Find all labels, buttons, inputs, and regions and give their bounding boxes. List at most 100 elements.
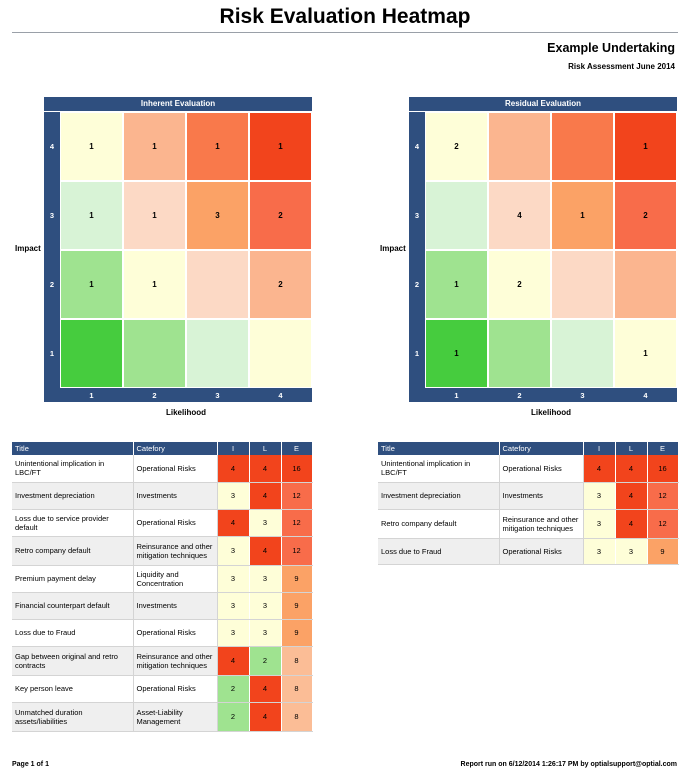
table-row[interactable]: Investment depreciation Investments 3 4 12 bbox=[378, 482, 679, 510]
heatmap-cell-impact-1-likelihood-2[interactable] bbox=[489, 320, 550, 387]
table-row[interactable]: Loss due to service provider default Oper… bbox=[12, 509, 313, 537]
report-title: Risk Evaluation Heatmap bbox=[219, 5, 471, 28]
heatmap-cell-impact-3-likelihood-2[interactable]: 4 bbox=[489, 182, 550, 249]
heatmap-cell-impact-1-likelihood-3[interactable] bbox=[552, 320, 613, 387]
risk-category: Investments bbox=[133, 592, 218, 620]
heatmap-cell-impact-3-likelihood-1[interactable]: 1 bbox=[61, 182, 122, 249]
heatmap-cell-impact-3-likelihood-4[interactable]: 2 bbox=[615, 182, 676, 249]
impact-axis-bar bbox=[409, 112, 425, 402]
heatmap-cell-impact-1-likelihood-3[interactable] bbox=[187, 320, 248, 387]
heatmap-cell-impact-2-likelihood-2[interactable]: 1 bbox=[124, 251, 185, 318]
likelihood-score: 4 bbox=[615, 482, 648, 510]
evaluation-score: 12 bbox=[281, 536, 313, 566]
heatmap-cell-impact-4-likelihood-2[interactable] bbox=[489, 113, 550, 180]
heatmap-title: Inherent Evaluation bbox=[44, 97, 312, 111]
heatmap-cell-impact-4-likelihood-4[interactable]: 1 bbox=[615, 113, 676, 180]
likelihood-tick-label: 1 bbox=[89, 391, 94, 400]
table-row[interactable]: Loss due to Fraud Operational Risks 3 3 9 bbox=[12, 619, 313, 647]
heatmap-cell-impact-1-likelihood-4[interactable]: 1 bbox=[615, 320, 676, 387]
table-row[interactable]: Loss due to Fraud Operational Risks 3 3 9 bbox=[378, 538, 679, 565]
risk-title: Key person leave bbox=[12, 675, 134, 703]
risk-title: Gap between original and retro contracts bbox=[12, 646, 134, 676]
impact-axis-title: Impact bbox=[380, 244, 406, 253]
heatmap-cell-impact-4-likelihood-1[interactable]: 2 bbox=[426, 113, 487, 180]
table-row[interactable]: Key person leave Operational Risks 2 4 8 bbox=[12, 675, 313, 703]
likelihood-score: 4 bbox=[249, 702, 282, 732]
risk-title: Loss due to Fraud bbox=[378, 538, 500, 565]
impact-score: 3 bbox=[217, 565, 250, 593]
table-row[interactable]: Financial counterpart default Investments… bbox=[12, 592, 313, 620]
table-row[interactable]: Unmatched duration assets/liabilities Ass… bbox=[12, 702, 313, 732]
impact-tick-label: 4 bbox=[414, 141, 420, 151]
heatmap-cell-impact-4-likelihood-2[interactable]: 1 bbox=[124, 113, 185, 180]
likelihood-tick-label: 3 bbox=[580, 391, 585, 400]
heatmap-cell-impact-4-likelihood-3[interactable]: 1 bbox=[187, 113, 248, 180]
table-row[interactable]: Retro company default Reinsurance and oth… bbox=[12, 536, 313, 566]
heatmap-cell-impact-3-likelihood-3[interactable]: 3 bbox=[187, 182, 248, 249]
heatmap-cell-impact-4-likelihood-4[interactable]: 1 bbox=[250, 113, 311, 180]
evaluation-column-header: E bbox=[281, 442, 313, 455]
inherent-risk-table: Title Catefory I L E Unintentional implicati… bbox=[12, 442, 313, 732]
likelihood-axis-bar bbox=[425, 388, 677, 402]
table-row[interactable]: Unintentional implication in LBC/FT Opera… bbox=[12, 455, 313, 483]
evaluation-score: 9 bbox=[281, 619, 313, 647]
impact-score: 4 bbox=[217, 455, 250, 483]
likelihood-score: 3 bbox=[249, 619, 282, 647]
heatmap-cell-impact-4-likelihood-3[interactable] bbox=[552, 113, 613, 180]
report-run-info: Report run on 6/12/2014 1:26:17 PM by op… bbox=[460, 761, 677, 768]
risk-category: Operational Risks bbox=[133, 675, 218, 703]
heatmap-cell-impact-2-likelihood-2[interactable]: 2 bbox=[489, 251, 550, 318]
evaluation-score: 12 bbox=[281, 482, 313, 510]
impact-score: 3 bbox=[583, 509, 616, 539]
risk-category: Operational Risks bbox=[499, 538, 584, 565]
heatmap-cell-impact-2-likelihood-4[interactable] bbox=[615, 251, 676, 318]
likelihood-score: 3 bbox=[249, 565, 282, 593]
heatmap-cell-impact-4-likelihood-1[interactable]: 1 bbox=[61, 113, 122, 180]
evaluation-score: 12 bbox=[647, 509, 679, 539]
heatmap-cell-impact-3-likelihood-1[interactable] bbox=[426, 182, 487, 249]
table-row[interactable]: Investment depreciation Investments 3 4 12 bbox=[12, 482, 313, 510]
risk-category: Investments bbox=[133, 482, 218, 510]
heatmap-cell-impact-2-likelihood-4[interactable]: 2 bbox=[250, 251, 311, 318]
heatmap-cell-impact-1-likelihood-2[interactable] bbox=[124, 320, 185, 387]
heatmap-cell-impact-3-likelihood-2[interactable]: 1 bbox=[124, 182, 185, 249]
heatmap-cell-impact-1-likelihood-4[interactable] bbox=[250, 320, 311, 387]
impact-score: 3 bbox=[583, 538, 616, 565]
likelihood-score: 4 bbox=[249, 536, 282, 566]
risk-title: Loss due to service provider default bbox=[12, 509, 134, 537]
heatmap-cell-impact-3-likelihood-3[interactable]: 1 bbox=[552, 182, 613, 249]
likelihood-score: 4 bbox=[249, 482, 282, 510]
heatmap-cell-impact-2-likelihood-3[interactable] bbox=[187, 251, 248, 318]
risk-category: Reinsurance and other mitigation techniq… bbox=[133, 646, 218, 676]
risk-category: Liquidity and Concentration bbox=[133, 565, 218, 593]
category-column-header: Catefory bbox=[133, 442, 218, 455]
table-header-row: Title Catefory I L E bbox=[12, 442, 313, 455]
table-row[interactable]: Unintentional implication in LBC/FT Opera… bbox=[378, 455, 679, 483]
likelihood-axis-title: Likelihood bbox=[531, 408, 571, 417]
evaluation-score: 16 bbox=[281, 455, 313, 483]
impact-score: 3 bbox=[217, 482, 250, 510]
impact-tick-label: 2 bbox=[49, 279, 55, 289]
risk-title: Loss due to Fraud bbox=[12, 619, 134, 647]
likelihood-axis-title: Likelihood bbox=[166, 408, 206, 417]
heatmap-cell-impact-3-likelihood-4[interactable]: 2 bbox=[250, 182, 311, 249]
impact-tick-label: 1 bbox=[414, 348, 420, 358]
likelihood-score: 3 bbox=[615, 538, 648, 565]
risk-title: Investment depreciation bbox=[12, 482, 134, 510]
table-header-row: Title Catefory I L E bbox=[378, 442, 679, 455]
impact-score: 4 bbox=[217, 646, 250, 676]
evaluation-score: 12 bbox=[647, 482, 679, 510]
heatmap-cell-impact-1-likelihood-1[interactable]: 1 bbox=[426, 320, 487, 387]
likelihood-tick-label: 3 bbox=[215, 391, 220, 400]
likelihood-score: 4 bbox=[249, 675, 282, 703]
evaluation-score: 8 bbox=[281, 702, 313, 732]
assessment-name: Risk Assessment June 2014 bbox=[568, 62, 675, 71]
heatmap-cell-impact-2-likelihood-1[interactable]: 1 bbox=[426, 251, 487, 318]
heatmap-cell-impact-2-likelihood-1[interactable]: 1 bbox=[61, 251, 122, 318]
table-row[interactable]: Gap between original and retro contracts… bbox=[12, 646, 313, 676]
table-row[interactable]: Retro company default Reinsurance and oth… bbox=[378, 509, 679, 539]
heatmap-cell-impact-1-likelihood-1[interactable] bbox=[61, 320, 122, 387]
risk-category: Asset-Liability Management bbox=[133, 702, 218, 732]
heatmap-cell-impact-2-likelihood-3[interactable] bbox=[552, 251, 613, 318]
table-row[interactable]: Premium payment delay Liquidity and Conce… bbox=[12, 565, 313, 593]
